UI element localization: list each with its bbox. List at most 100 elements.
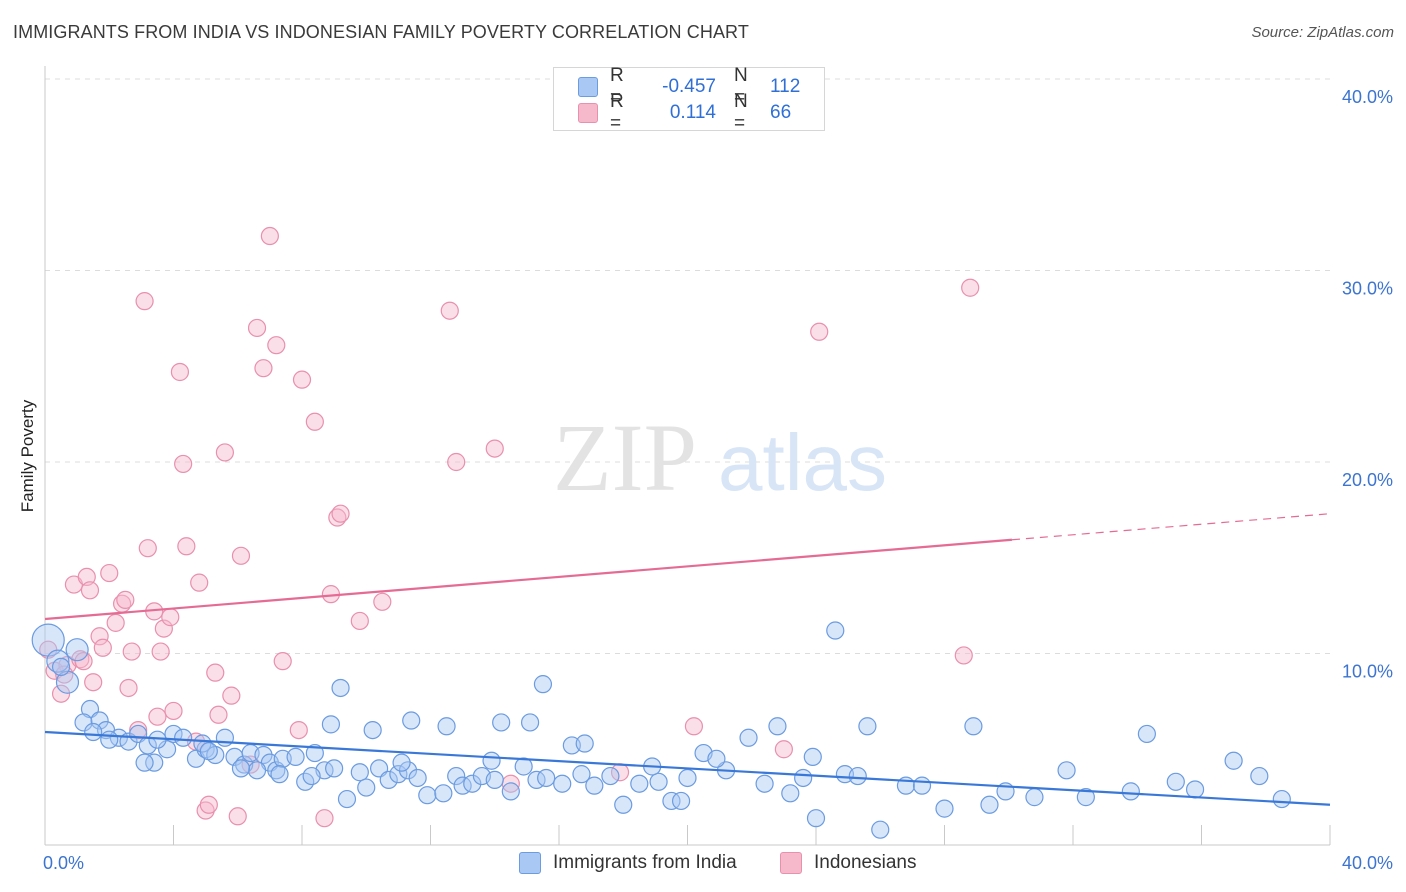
n-label: N = <box>734 91 748 134</box>
r-label: R = <box>610 65 624 108</box>
watermark-zip: ZIP <box>553 404 697 511</box>
data-point-india <box>84 722 103 742</box>
data-point-india <box>174 728 193 747</box>
data-point-india <box>231 759 251 778</box>
data-point-india <box>662 791 681 811</box>
data-point-india <box>501 782 520 801</box>
data-point-indonesians <box>273 652 292 671</box>
data-point-india <box>755 774 774 793</box>
data-point-indonesians <box>84 673 103 692</box>
stats-row-indonesians: R = 0.114 N = 66 <box>578 91 792 134</box>
data-point-india <box>389 765 408 784</box>
r-label: R = <box>610 91 624 134</box>
data-point-india <box>437 717 456 736</box>
data-point-india <box>286 747 305 767</box>
data-point-indonesians <box>222 686 241 705</box>
pink-swatch <box>578 103 598 123</box>
data-point-india <box>781 784 800 803</box>
data-point-indonesians <box>373 592 392 611</box>
data-point-india <box>671 791 691 811</box>
r-value: 0.114 <box>669 102 716 123</box>
data-point-indonesians <box>106 613 125 632</box>
data-point-indonesians <box>177 537 196 556</box>
data-point-india <box>1057 761 1076 780</box>
data-point-india <box>482 751 501 770</box>
legend-item-india[interactable]: Immigrants from India <box>519 852 737 874</box>
data-point-india <box>331 678 350 698</box>
data-point-indonesians <box>154 619 173 638</box>
data-point-india <box>325 759 344 778</box>
data-point-indonesians <box>122 642 141 661</box>
data-point-india <box>337 789 357 809</box>
n-value: 112 <box>770 76 801 97</box>
data-point-india <box>402 711 421 730</box>
data-point-india <box>1121 782 1140 801</box>
trend-lines <box>44 513 1331 806</box>
data-point-india <box>157 740 177 759</box>
n-value: 66 <box>770 102 792 123</box>
data-point-india <box>520 713 540 732</box>
stats-legend: R = -0.457 N = 112 R = 0.114 N = 66 <box>553 65 825 134</box>
blue-swatch <box>578 77 598 97</box>
trend-line-india <box>44 730 1331 806</box>
data-point-indonesians <box>260 226 279 246</box>
data-point-indonesians <box>315 809 334 828</box>
data-point-india <box>447 766 466 786</box>
tick-labels: 10.0% 20.0% 30.0% 40.0% 0.0% 40.0% <box>43 87 1393 873</box>
data-point-india <box>553 774 572 793</box>
data-point-india <box>408 768 427 788</box>
data-point-india <box>537 768 556 788</box>
data-point-india <box>321 715 341 734</box>
data-point-india <box>357 778 376 797</box>
data-point-india <box>858 717 877 736</box>
data-point-india <box>247 761 267 780</box>
trend-line-indonesians <box>44 538 1013 621</box>
data-point-india <box>100 730 119 749</box>
data-point-india <box>55 670 80 694</box>
y-tick-label: 30.0% <box>1342 279 1393 299</box>
data-point-india <box>215 728 234 747</box>
source-label: Source: ZipAtlas.com <box>1251 24 1394 41</box>
data-point-indonesians <box>119 678 138 698</box>
data-point-india <box>980 795 999 814</box>
data-point-india <box>434 784 453 803</box>
data-point-indonesians <box>954 646 973 665</box>
watermark: ZIP atlas <box>553 404 887 511</box>
data-point-indonesians <box>447 452 466 472</box>
data-point-india <box>768 717 787 736</box>
data-point-india <box>302 766 321 786</box>
data-point-indonesians <box>100 563 119 583</box>
data-point-india <box>912 776 932 795</box>
trend-line-indonesians-extension <box>1011 513 1331 541</box>
r-value: -0.457 <box>662 76 716 97</box>
data-point-india <box>871 820 890 839</box>
data-point-india <box>601 766 620 786</box>
x-tick-label-min: 0.0% <box>43 853 84 873</box>
data-point-india <box>514 757 533 776</box>
data-point-indonesians <box>289 720 308 740</box>
chart-title: IMMIGRANTS FROM INDIA VS INDONESIAN FAMI… <box>13 22 749 42</box>
data-point-india <box>418 786 437 805</box>
data-point-india <box>65 638 89 662</box>
data-point-indonesians <box>267 336 286 355</box>
y-tick-label: 20.0% <box>1342 470 1393 490</box>
data-point-india <box>1250 766 1269 786</box>
data-point-india <box>1025 788 1044 807</box>
data-point-india <box>379 770 398 789</box>
series-legend: Immigrants from India Indonesians <box>0 852 1406 878</box>
data-point-india <box>707 749 726 768</box>
y-tick-label: 40.0% <box>1342 87 1393 107</box>
legend-item-indonesians[interactable]: Indonesians <box>780 852 916 874</box>
data-point-india <box>649 772 668 791</box>
data-point-india <box>678 768 697 788</box>
blue-swatch <box>519 852 541 874</box>
axes <box>44 66 1331 846</box>
data-point-indonesians <box>116 590 135 609</box>
pink-swatch <box>780 852 802 874</box>
data-point-india <box>572 765 591 784</box>
series-india-points <box>31 621 1291 839</box>
stats-row-india: R = -0.457 N = 112 <box>578 65 801 108</box>
data-point-india <box>270 765 289 784</box>
data-point-india <box>145 753 164 772</box>
